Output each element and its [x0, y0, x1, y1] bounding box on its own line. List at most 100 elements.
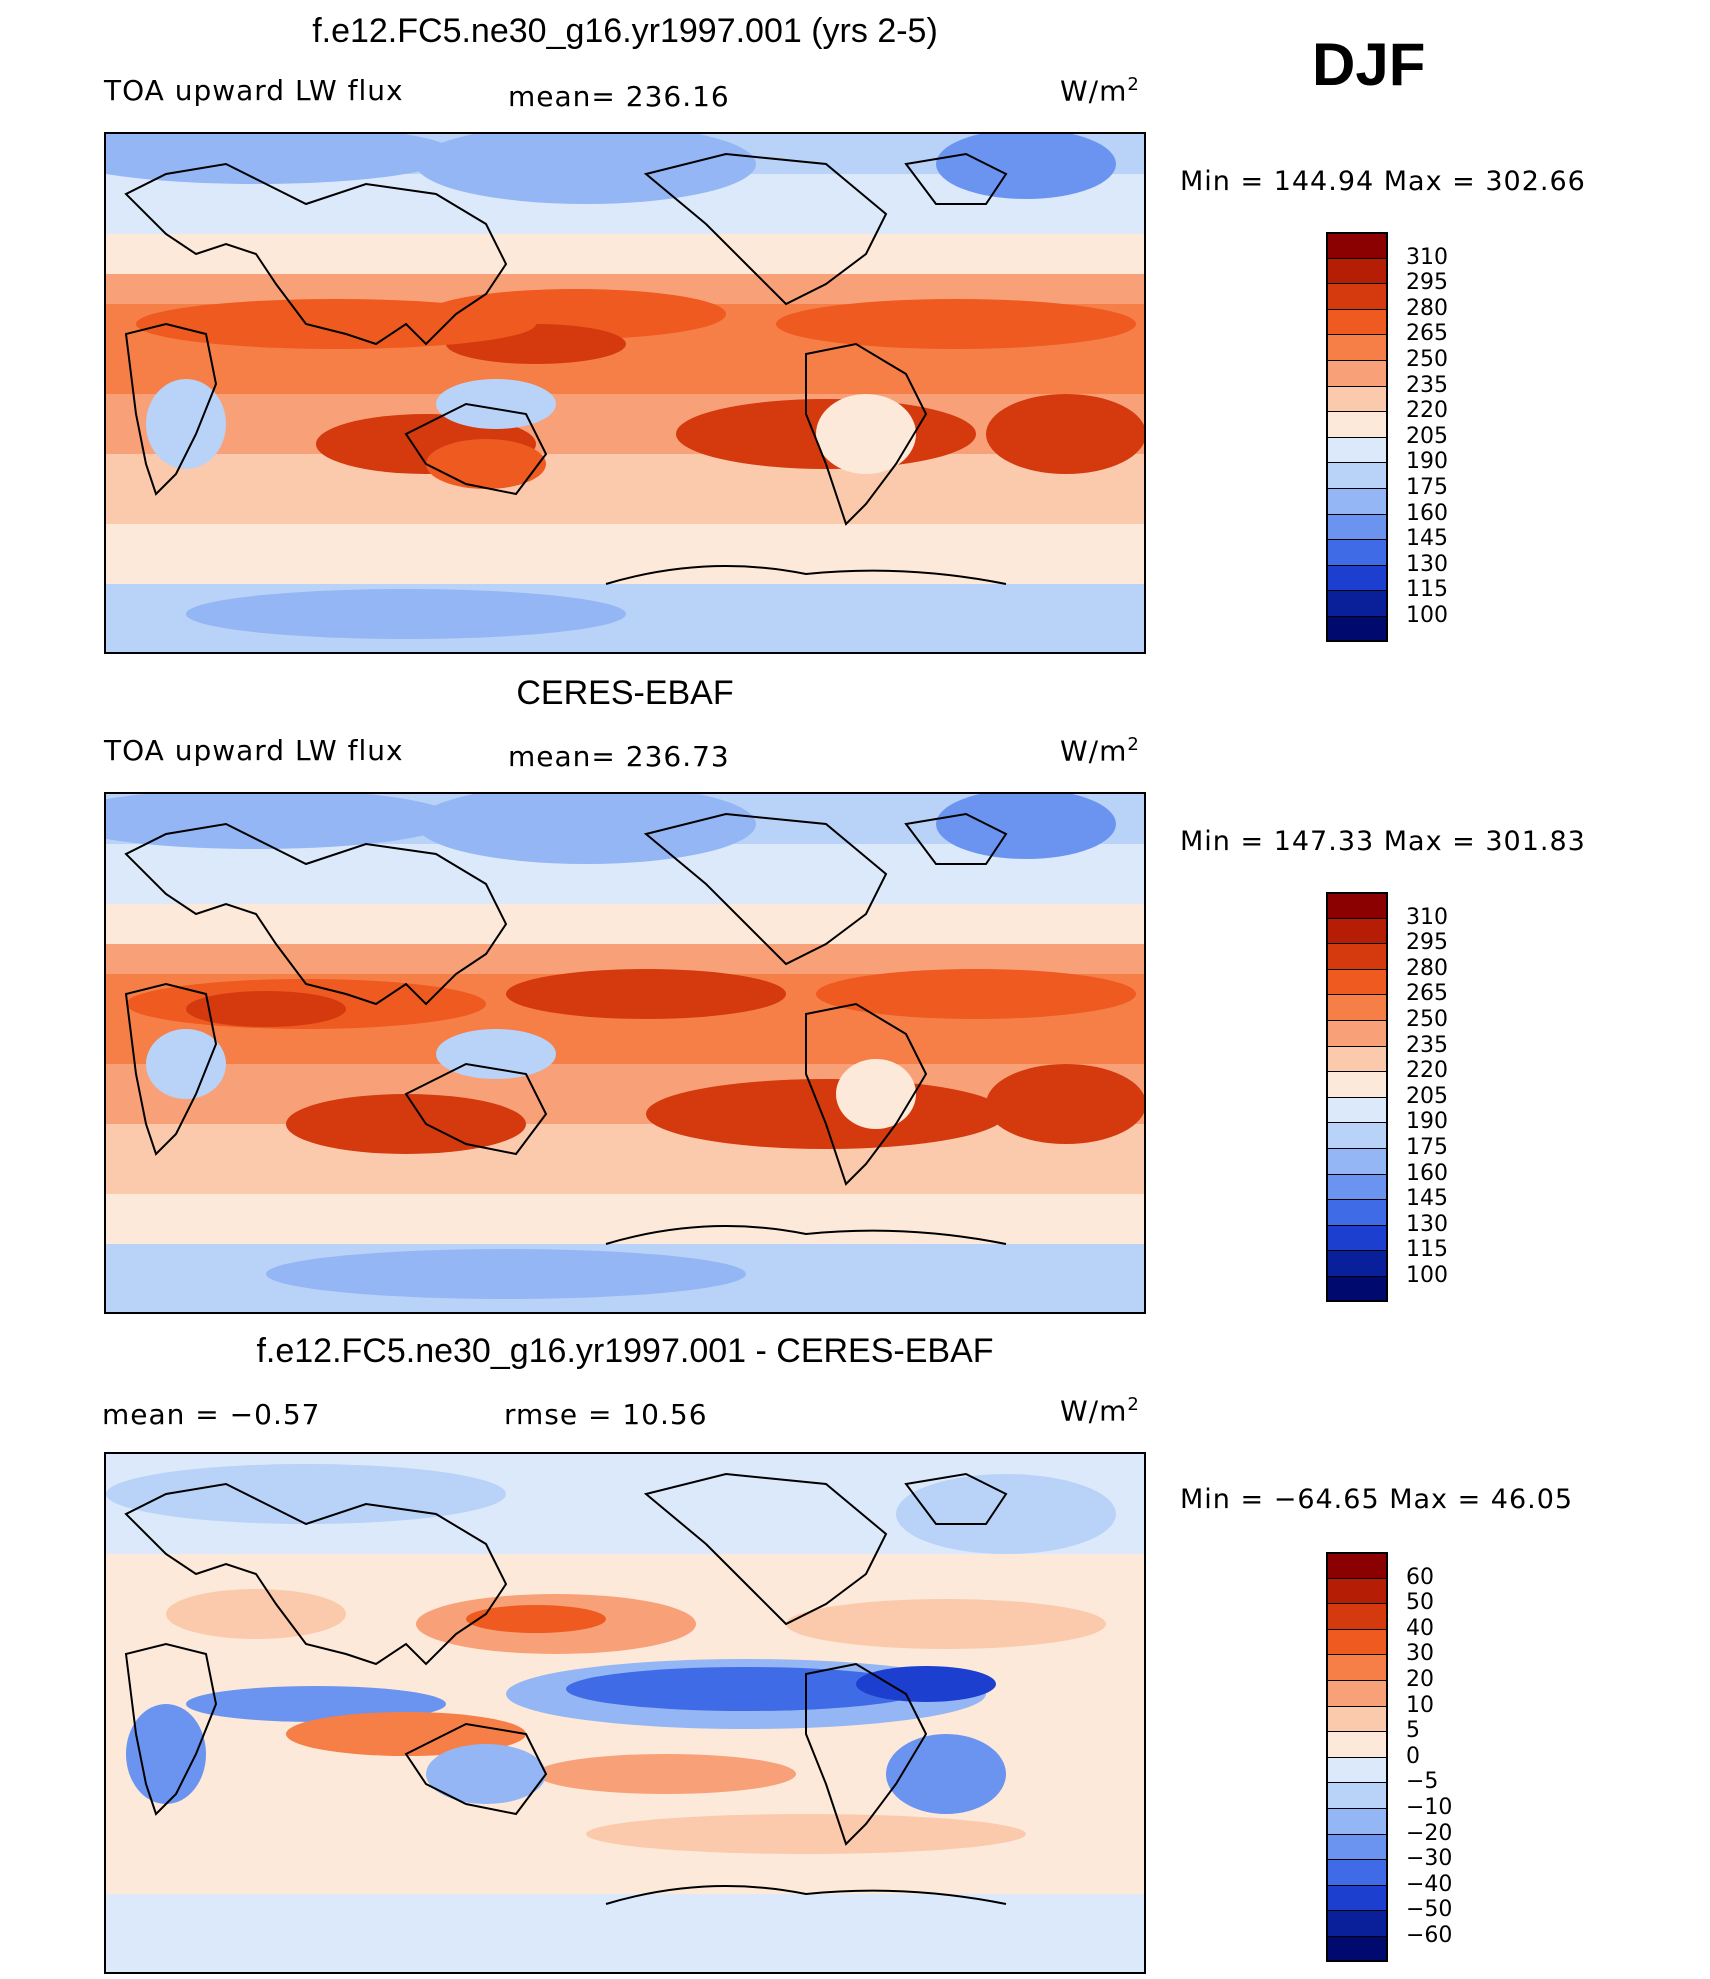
colorbar-tick-label: 10 [1406, 1692, 1434, 1718]
colorbar-tick-label: 145 [1406, 526, 1448, 552]
colorbar-tick-label: −5 [1406, 1769, 1439, 1795]
colorbar-tick-label: 205 [1406, 423, 1448, 449]
colorbar-swatch [1326, 462, 1388, 488]
colorbar-tick-label: 115 [1406, 1237, 1448, 1263]
colorbar-swatch [1326, 590, 1388, 616]
colorbar-tick-label: 235 [1406, 372, 1448, 398]
colorbar-swatch [1326, 1250, 1388, 1276]
colorbar-tick-label: 295 [1406, 930, 1448, 956]
colorbar-swatch [1326, 1276, 1388, 1302]
colorbar-swatch [1326, 411, 1388, 437]
panel-2-minmax: Min = 147.33 Max = 301.83 [1180, 826, 1586, 857]
colorbar-tick-label: 30 [1406, 1641, 1434, 1667]
colorbar-swatch [1326, 1936, 1388, 1962]
colorbar-swatch [1326, 994, 1388, 1020]
panel-1-units: W/m2 [1060, 74, 1140, 108]
colorbar-tick-label: 190 [1406, 1109, 1448, 1135]
colorbar-tick-label: 295 [1406, 270, 1448, 296]
colorbar-swatch [1326, 1045, 1388, 1072]
panel-2-colorbar: 310 295 280 265 250 235 220 205 190 175 160 145 130 1… [1326, 892, 1486, 1302]
panel-3-title: f.e12.FC5.ne30_g16.yr1997.001 - CERES-EB… [256, 1332, 994, 1370]
panel-2-variable-label: TOA upward LW flux [104, 734, 404, 767]
panel-1-map [104, 132, 1146, 654]
colorbar-tick-label: 5 [1406, 1718, 1420, 1744]
colorbar-tick-label: 115 [1406, 577, 1448, 603]
colorbar-swatch [1326, 1910, 1388, 1936]
colorbar-swatch [1326, 283, 1388, 309]
colorbar-tick-label: −10 [1406, 1795, 1453, 1820]
colorbar-swatch [1326, 1705, 1388, 1732]
colorbar-swatch [1326, 1148, 1388, 1174]
colorbar-tick-label: 280 [1406, 955, 1448, 981]
colorbar-swatch [1326, 1884, 1388, 1911]
colorbar-swatch [1326, 1552, 1388, 1578]
colorbar-swatch [1326, 1628, 1388, 1655]
colorbar-swatch [1326, 1577, 1388, 1604]
colorbar-swatch [1326, 1224, 1388, 1251]
colorbar-swatch [1326, 616, 1388, 642]
colorbar-tick-label: 40 [1406, 1615, 1434, 1641]
colorbar-swatch [1326, 1199, 1388, 1225]
colorbar-swatch [1326, 257, 1388, 284]
panel-1-colorbar: 310 295 280 265 250 235 220 205 190 175 160 145 130 1… [1326, 232, 1486, 642]
colorbar-tick-label: 160 [1406, 1160, 1448, 1186]
colorbar-swatch [1326, 308, 1388, 335]
panel-1-title: f.e12.FC5.ne30_g16.yr1997.001 (yrs 2-5) [312, 12, 938, 50]
colorbar-tick-label: −20 [1406, 1820, 1453, 1846]
colorbar-swatch [1326, 1020, 1388, 1046]
colorbar-swatch [1326, 968, 1388, 995]
colorbar-tick-label: 160 [1406, 500, 1448, 526]
colorbar-swatch [1326, 1833, 1388, 1860]
panel-3-minmax: Min = −64.65 Max = 46.05 [1180, 1484, 1574, 1515]
colorbar-tick-label: 235 [1406, 1032, 1448, 1058]
panel-2-title: CERES-EBAF [516, 674, 734, 712]
colorbar-tick-label: 100 [1406, 1263, 1448, 1288]
panel-3-map [104, 1452, 1146, 1974]
colorbar-swatch [1326, 1731, 1388, 1757]
panel-2-map [104, 792, 1146, 1314]
colorbar-tick-label: 310 [1406, 244, 1448, 270]
colorbar-swatch [1326, 513, 1388, 540]
colorbar-swatch [1326, 1173, 1388, 1200]
colorbar-swatch [1326, 488, 1388, 514]
colorbar-swatch [1326, 385, 1388, 412]
panel-2-mean: mean= 236.73 [508, 740, 730, 773]
colorbar-swatch [1326, 539, 1388, 565]
colorbar-tick-label: 250 [1406, 1007, 1448, 1032]
colorbar-tick-label: 250 [1406, 347, 1448, 372]
colorbar-tick-label: 220 [1406, 1058, 1448, 1084]
colorbar-tick-label: 60 [1406, 1564, 1434, 1590]
colorbar-tick-label: −30 [1406, 1846, 1453, 1872]
colorbar-tick-label: 130 [1406, 551, 1448, 577]
colorbar-swatch [1326, 564, 1388, 591]
colorbar-tick-label: 280 [1406, 295, 1448, 321]
colorbar-tick-label: 50 [1406, 1590, 1434, 1616]
colorbar-swatch [1326, 1808, 1388, 1834]
colorbar-swatch [1326, 1859, 1388, 1885]
colorbar-tick-label: −40 [1406, 1871, 1453, 1897]
colorbar-swatch [1326, 360, 1388, 386]
colorbar-tick-label: 145 [1406, 1186, 1448, 1212]
colorbar-swatch [1326, 334, 1388, 360]
colorbar-swatch [1326, 917, 1388, 944]
colorbar-tick-label: 265 [1406, 981, 1448, 1007]
colorbar-swatch [1326, 1782, 1388, 1808]
colorbar-tick-label: 220 [1406, 398, 1448, 424]
colorbar-swatch [1326, 436, 1388, 463]
colorbar-swatch [1326, 232, 1388, 258]
colorbar-tick-label: 265 [1406, 321, 1448, 347]
colorbar-tick-label: 190 [1406, 449, 1448, 475]
panel-3-colorbar: 60 50 40 30 20 10 5 0 −5 −10 −20 −30 −40 −50 −60 [1326, 1552, 1486, 1962]
colorbar-swatch [1326, 1096, 1388, 1123]
panel-2-units: W/m2 [1060, 734, 1140, 768]
colorbar-tick-label: −60 [1406, 1923, 1453, 1948]
colorbar-tick-label: 205 [1406, 1083, 1448, 1109]
colorbar-swatch [1326, 1756, 1388, 1783]
season-label: DJF [1312, 31, 1426, 98]
colorbar-tick-label: 100 [1406, 603, 1448, 628]
colorbar-tick-label: 175 [1406, 1135, 1448, 1160]
colorbar-swatch [1326, 1654, 1388, 1680]
panel-1-minmax: Min = 144.94 Max = 302.66 [1180, 166, 1586, 197]
colorbar-tick-label: 175 [1406, 475, 1448, 500]
panel-3-units: W/m2 [1060, 1394, 1140, 1428]
